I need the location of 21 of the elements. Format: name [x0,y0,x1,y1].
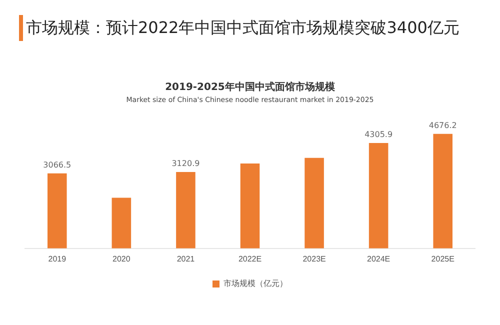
bar [304,158,324,248]
data-label: 4305.9 [364,130,393,140]
data-label: 3120.9 [172,159,200,168]
bar [112,198,132,248]
x-tick-label: 2024E [367,254,390,264]
bar [433,134,452,248]
x-tick-label: 2019 [48,254,67,264]
data-label: 3066.5 [43,160,72,170]
x-tick-label: 2023E [302,254,326,264]
x-tick-label: 2022E [238,254,262,264]
x-tick-label: 2025E [431,254,454,264]
bar [368,142,388,248]
chart-title: 2019-2025年中国中式面馆市场规模 [164,80,336,94]
legend-label: 市场规模（亿元） [224,279,288,288]
x-tick-label: 2020 [112,254,131,264]
bar [240,163,260,248]
x-tick-label: 2021 [176,254,196,264]
bar [176,172,196,248]
text: 市场规模：预计2022年中国中式面馆市场规模突破3400亿元 [26,18,460,39]
bar [48,173,67,248]
data-label: 4676.2 [428,121,457,130]
